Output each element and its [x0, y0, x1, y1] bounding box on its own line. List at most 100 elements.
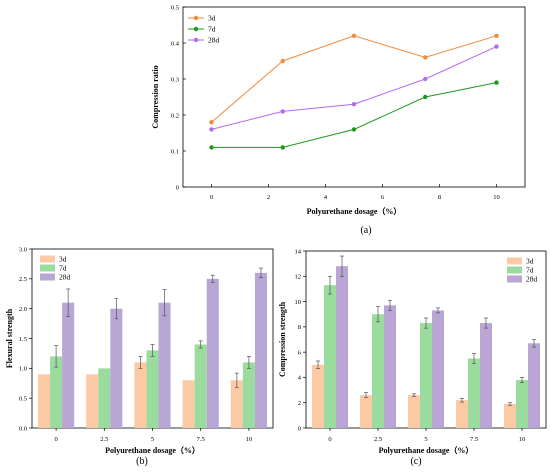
bar-7d — [372, 314, 384, 428]
bar-7d — [468, 358, 480, 428]
y-tick-label: 8 — [298, 324, 301, 331]
data-point-3d — [494, 33, 499, 38]
bar-3d — [504, 403, 516, 428]
x-tick-label: 0 — [328, 436, 331, 443]
y-tick-label: 1.5 — [19, 336, 27, 343]
data-point-7d — [494, 80, 499, 85]
x-axis-label: Polyurethane dosage（%） — [307, 206, 402, 216]
bar-7d — [516, 379, 528, 428]
y-tick-label: 0.3 — [171, 76, 179, 83]
y-tick-label: 1.0 — [19, 366, 27, 373]
bar-3d — [230, 380, 243, 428]
y-tick-label: 0.5 — [19, 395, 27, 402]
x-axis-label: Polyurethane dosage（%） — [105, 445, 200, 455]
bar-28d — [206, 278, 219, 428]
x-tick-label: 10 — [493, 194, 500, 201]
bar-7d — [50, 356, 63, 428]
bar-7d — [420, 323, 432, 428]
bar-3d — [312, 364, 324, 428]
y-tick-label: 6 — [298, 349, 302, 356]
bar-3d — [38, 374, 51, 428]
caption: (b) — [136, 456, 148, 467]
bar-28d — [62, 302, 75, 428]
legend-label-28d: 28d — [208, 36, 220, 45]
data-point-7d — [423, 94, 428, 100]
x-tick-label: 8 — [438, 194, 441, 201]
chart-b-flexural-strength: 0.0 0.5 1.0 1.5 2.0 2.5 3.0 0 2.5 5 7.5 10 Polyureth… — [5, 246, 274, 467]
y-axis-label: Compression strength — [278, 301, 287, 377]
y-tick-label: 14 — [295, 248, 302, 255]
legend-swatch-28d — [507, 275, 522, 283]
legend-swatch-7d — [507, 266, 522, 274]
bar-28d — [254, 272, 267, 428]
bar-28d — [336, 266, 348, 428]
x-tick-label: 10 — [246, 436, 253, 443]
y-tick-label: 2 — [298, 400, 301, 407]
x-tick-label: 2.5 — [374, 436, 382, 443]
bar-7d — [194, 344, 207, 428]
data-point-7d — [209, 145, 214, 150]
x-tick-label: 5 — [424, 436, 427, 443]
y-tick-label: 0.1 — [171, 148, 179, 155]
series-line-28d — [211, 46, 497, 130]
plot-frame — [182, 6, 526, 188]
caption: (c) — [410, 456, 421, 467]
data-point-3d — [351, 33, 357, 38]
x-tick-label: 7.5 — [197, 436, 205, 443]
x-tick-label: 2 — [267, 194, 270, 201]
y-tick-label: 0 — [298, 425, 301, 432]
x-tick-label: 4 — [324, 194, 328, 201]
legend-label-28d: 28d — [526, 275, 538, 284]
data-point-3d — [209, 120, 214, 125]
legend-label-7d: 7d — [208, 25, 216, 34]
x-tick-label: 5 — [151, 436, 154, 443]
y-tick-label: 0.4 — [171, 40, 180, 47]
legend-label-7d: 7d — [526, 266, 534, 275]
data-point-3d — [280, 58, 285, 64]
data-point-28d — [280, 109, 285, 114]
bar-3d — [360, 395, 372, 428]
y-tick-label: 0.0 — [19, 425, 27, 432]
legend-label-3d: 3d — [526, 257, 534, 266]
data-point-28d — [209, 127, 214, 132]
y-axis-label: Flexural strength — [5, 308, 14, 368]
chart-a-compression-ratio: 0 0.1 0.2 0.3 0.4 0.5 0 2 4 6 8 10 Polyurethane dosa… — [151, 4, 526, 236]
data-point-28d — [423, 76, 428, 82]
y-tick-label: 4 — [298, 375, 302, 382]
bar-3d — [134, 362, 147, 428]
y-tick-label: 0 — [176, 184, 179, 191]
y-tick-label: 0.2 — [171, 112, 179, 119]
x-tick-label: 7.5 — [470, 436, 478, 443]
series-line-3d — [211, 35, 497, 123]
data-point-7d — [280, 145, 285, 150]
x-tick-label: 0 — [210, 194, 213, 201]
bar-7d — [146, 350, 159, 428]
y-tick-label: 0.5 — [171, 4, 179, 11]
x-tick-label: 2.5 — [100, 436, 108, 443]
legend-swatch-3d — [507, 257, 522, 265]
data-point-3d — [423, 55, 428, 60]
data-point-7d — [351, 127, 357, 132]
x-axis-label: Polyurethane dosage（%） — [379, 445, 474, 455]
chart-c-compression-strength: 0 2 4 6 8 10 12 14 0 2.5 5 7.5 10 Polyurethane dosage… — [278, 248, 547, 467]
legend-label-3d: 3d — [208, 14, 216, 23]
y-axis-label: Compression ratio — [151, 65, 160, 128]
data-point-28d — [351, 102, 357, 107]
bar-3d — [182, 380, 195, 428]
bar-3d — [408, 395, 420, 428]
y-tick-label: 3.0 — [19, 246, 27, 253]
bar-3d — [456, 400, 468, 428]
bar-28d — [528, 343, 540, 428]
bar-7d — [324, 285, 336, 428]
bar-28d — [480, 323, 492, 428]
legend-label-28d: 28d — [59, 273, 71, 282]
legend-marker-7d — [193, 26, 199, 32]
y-tick-label: 12 — [295, 274, 302, 281]
legend-swatch-7d — [40, 264, 55, 272]
y-tick-label: 2.5 — [19, 276, 27, 283]
caption: (a) — [360, 225, 371, 236]
x-tick-label: 0 — [54, 436, 57, 443]
bar-3d — [86, 374, 99, 428]
legend-marker-3d — [193, 15, 199, 21]
